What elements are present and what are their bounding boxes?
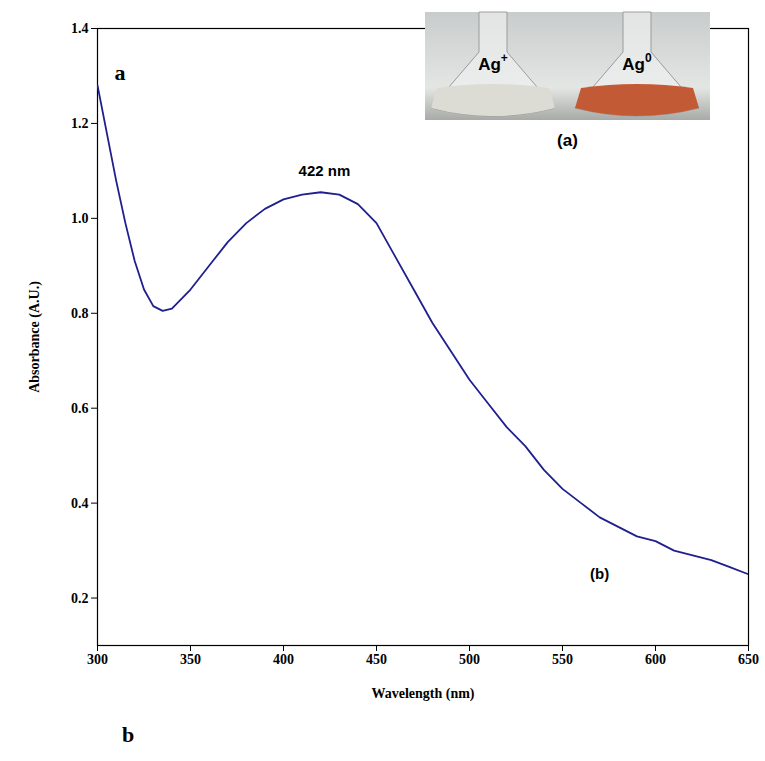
svg-text:0.8: 0.8 [71, 306, 89, 321]
svg-text:0.6: 0.6 [71, 401, 89, 416]
svg-text:550: 550 [552, 652, 573, 667]
html-text:b: b [122, 722, 135, 747]
svg-text:450: 450 [366, 652, 387, 667]
svg-text:350: 350 [180, 652, 201, 667]
svg-text:650: 650 [738, 652, 759, 667]
svg-text:500: 500 [459, 652, 480, 667]
svg-text:600: 600 [645, 652, 666, 667]
svg-text:(b): (b) [590, 565, 609, 582]
svg-text:Ag+: Ag+ [478, 51, 508, 74]
svg-text:300: 300 [87, 652, 108, 667]
svg-text:1.4: 1.4 [71, 21, 89, 36]
svg-text:Ag0: Ag0 [622, 51, 652, 74]
svg-text:(a): (a) [557, 131, 578, 150]
svg-text:Absorbance (A.U.): Absorbance (A.U.) [27, 281, 43, 393]
svg-text:1.2: 1.2 [71, 116, 89, 131]
svg-text:1.0: 1.0 [71, 211, 89, 226]
svg-text:0.2: 0.2 [71, 591, 89, 606]
svg-text:0.4: 0.4 [71, 496, 89, 511]
svg-text:Wavelength (nm): Wavelength (nm) [371, 686, 474, 702]
svg-text:400: 400 [273, 652, 294, 667]
svg-text:a: a [115, 60, 126, 85]
svg-text:422 nm: 422 nm [299, 162, 351, 179]
